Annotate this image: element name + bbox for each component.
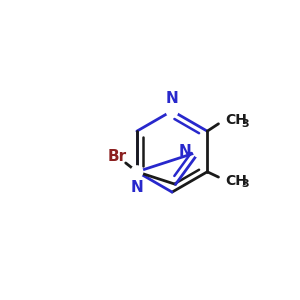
Text: CH: CH [226,113,247,127]
Text: N: N [166,91,178,106]
Text: Br: Br [107,149,126,164]
Circle shape [194,146,205,158]
Text: 3: 3 [242,119,249,129]
Text: CH: CH [226,174,247,188]
Circle shape [166,105,178,117]
Text: N: N [130,180,143,195]
Text: N: N [178,144,191,159]
Circle shape [131,166,143,178]
Text: 3: 3 [242,179,249,190]
